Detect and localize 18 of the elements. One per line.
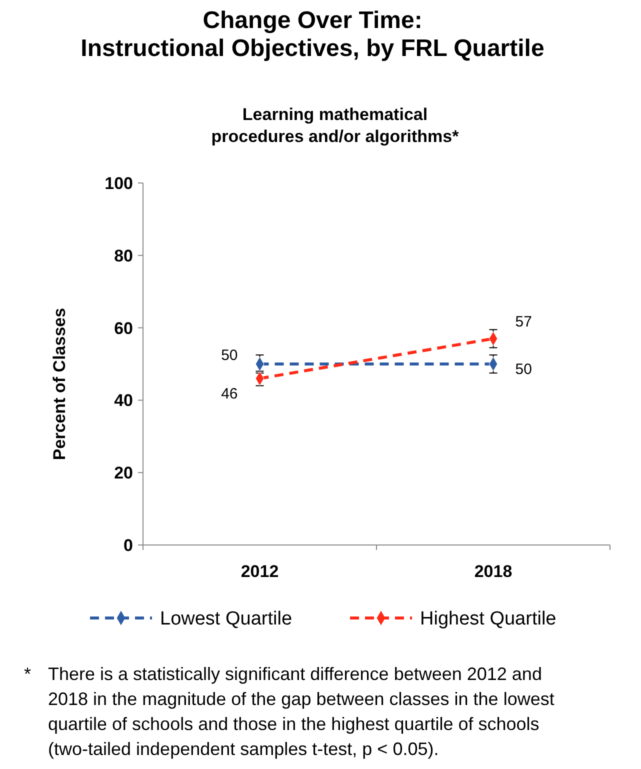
x-tick-label: 2012 bbox=[240, 562, 279, 581]
y-tick-label: 60 bbox=[114, 318, 133, 338]
chart-title: Change Over Time: Instructional Objectives, by FRL Quartile bbox=[80, 7, 544, 62]
data-label: 50 bbox=[221, 347, 238, 364]
text: * There is a statistically significant difference between 2012 and 2018 in the magnitude of the gap between classes in the lowest quartile of schools and those in the highest quartile of schools (two-tailed independent samples t-test, p < 0.05). bbox=[24, 664, 554, 759]
y-tick-label: 0 bbox=[124, 536, 133, 555]
data-label: 57 bbox=[515, 314, 532, 331]
y-tick-label: 40 bbox=[114, 391, 133, 410]
legend-label: Lowest Quartile bbox=[160, 608, 292, 630]
data-label: 46 bbox=[221, 385, 238, 402]
y-tick-label: 100 bbox=[104, 174, 133, 193]
y-tick-label: 20 bbox=[114, 464, 133, 483]
x-tick-label: 2018 bbox=[474, 562, 512, 581]
legend-label: Highest Quartile bbox=[420, 608, 556, 630]
y-axis-title: Percent of Classes bbox=[50, 308, 69, 460]
data-label: 50 bbox=[515, 361, 532, 378]
chart-subtitle: Learning mathematical procedures and/or algorithms* bbox=[211, 105, 460, 146]
y-tick-label: 80 bbox=[114, 246, 133, 266]
